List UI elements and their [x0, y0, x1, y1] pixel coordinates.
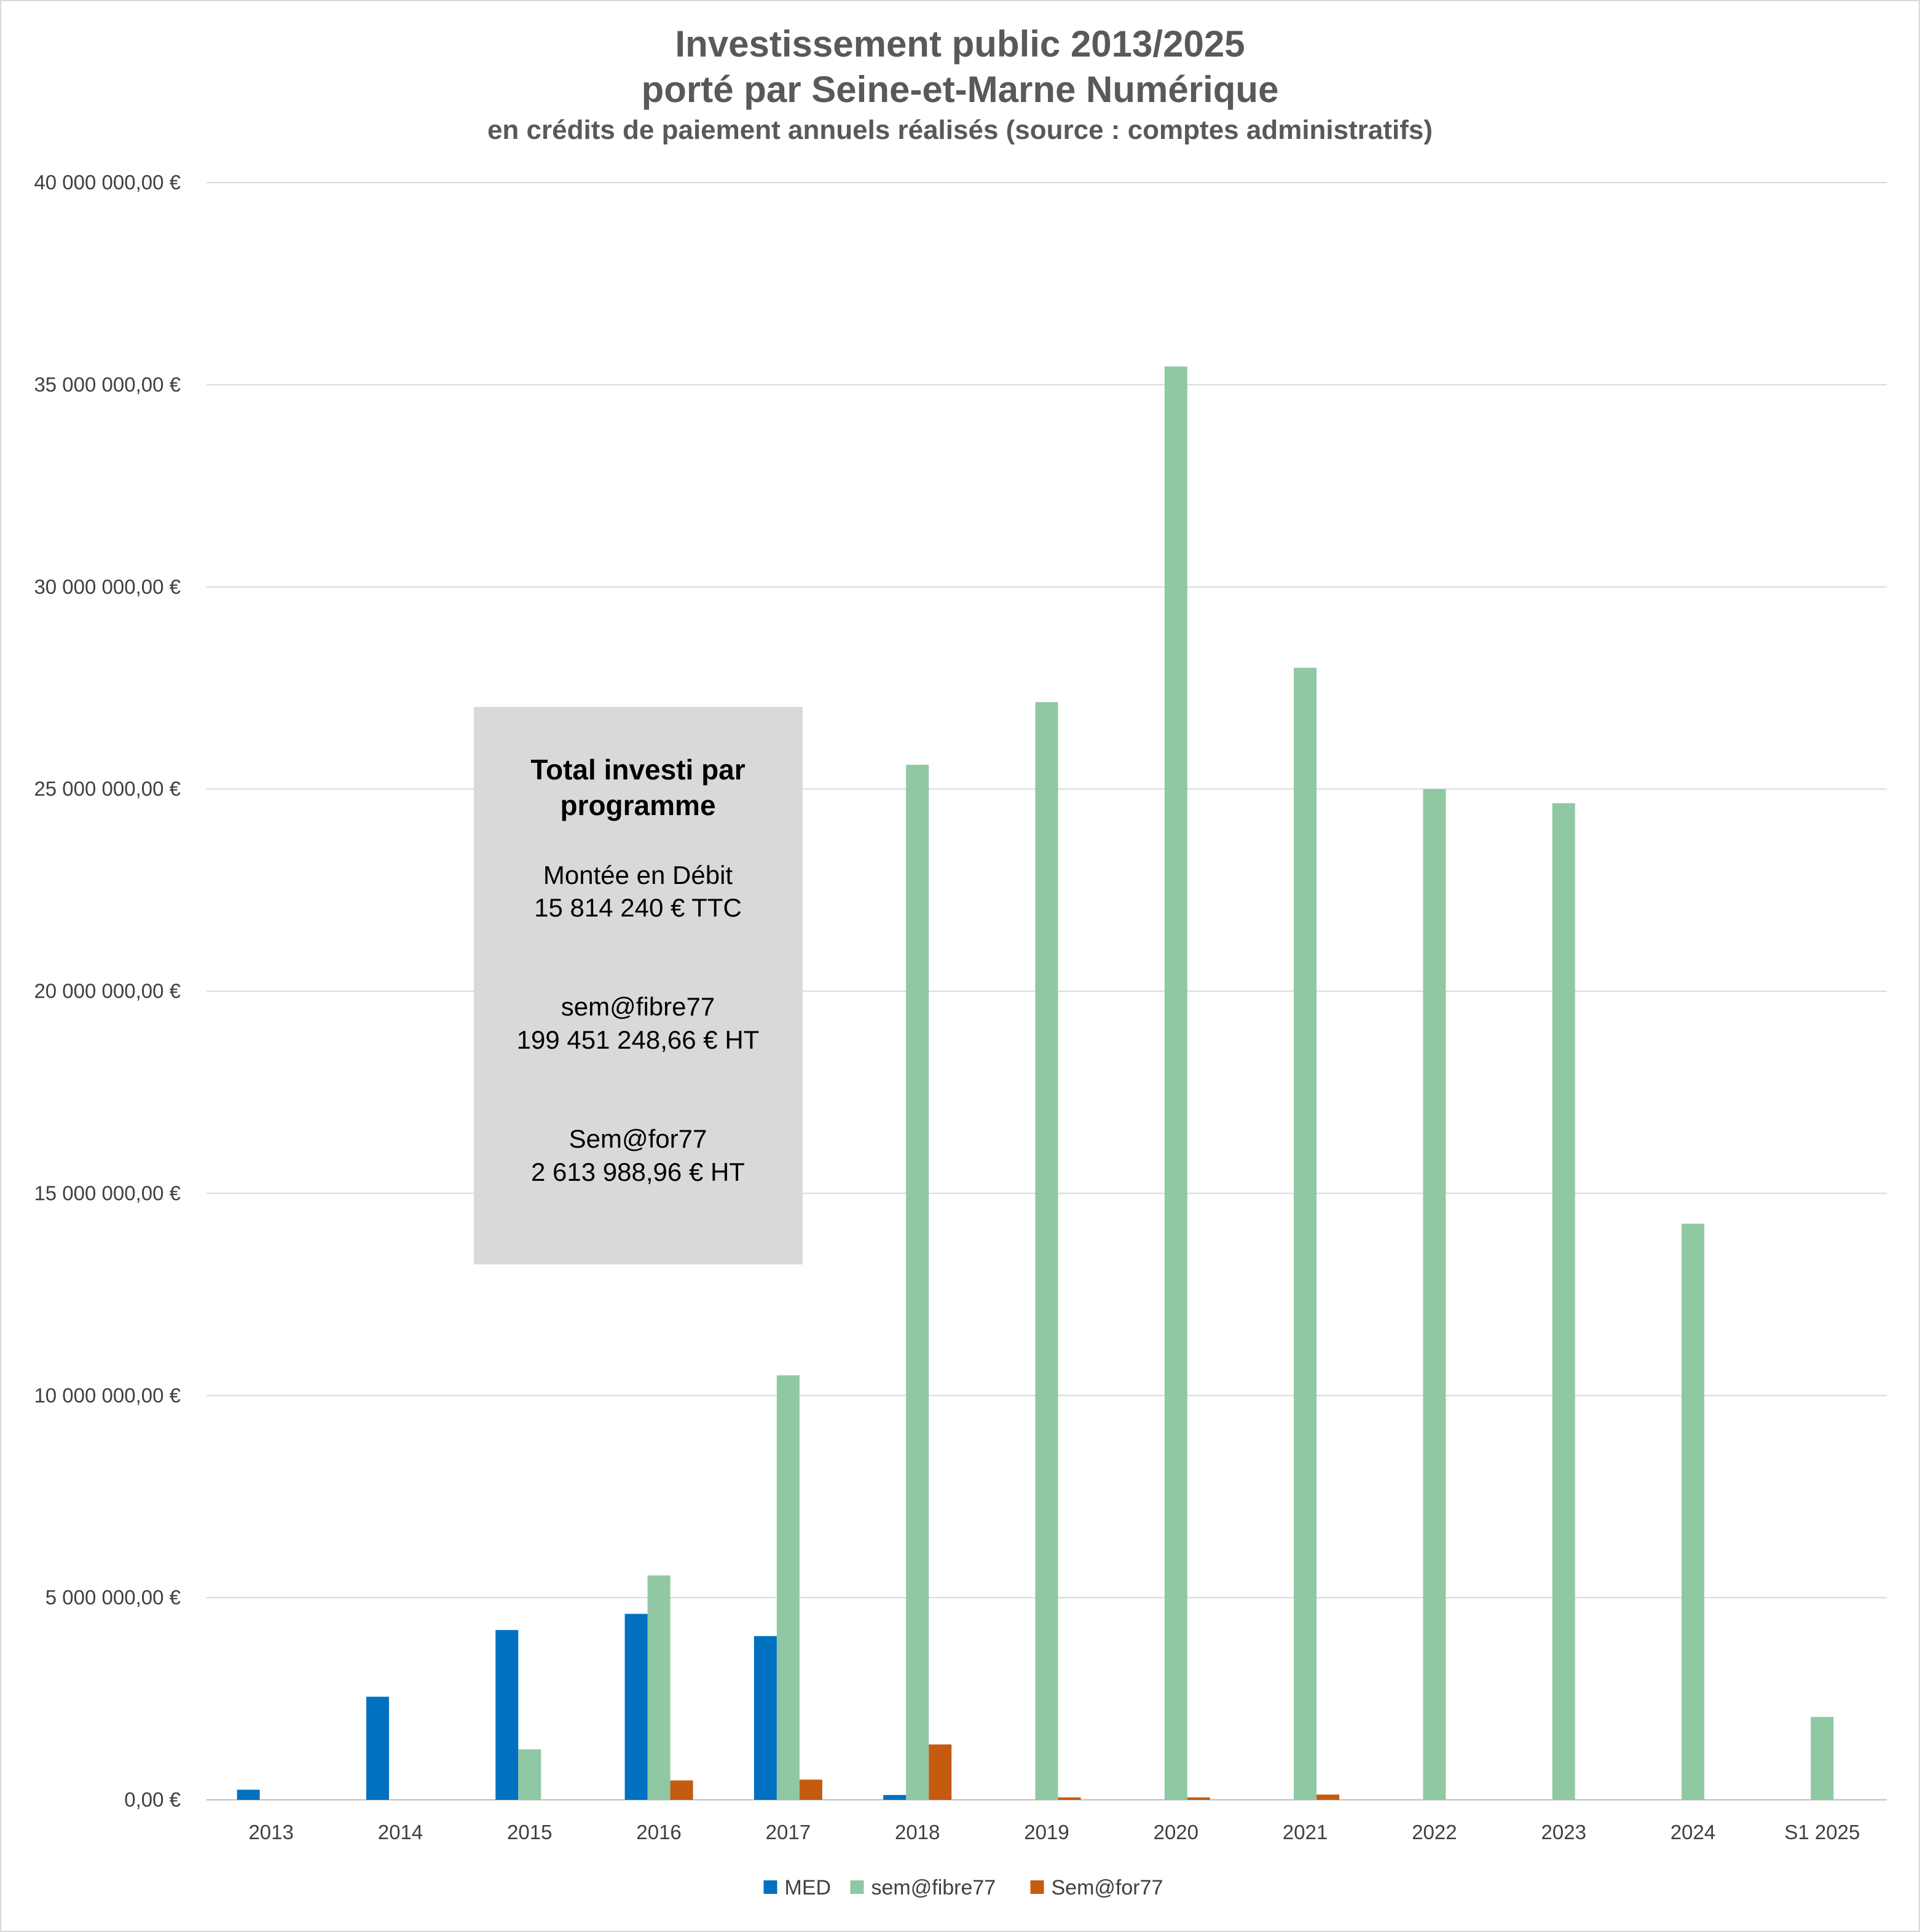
x-tick-label: 2015 [507, 1821, 552, 1843]
bar-sem-fibre77-2017 [776, 1375, 800, 1800]
chart-title-line2: porté par Seine-et-Marne Numérique [642, 69, 1279, 110]
y-tick-label: 15 000 000,00 € [34, 1181, 181, 1204]
x-tick-label: S1 2025 [1784, 1821, 1860, 1843]
bar-med-2014 [366, 1697, 389, 1800]
chart-title-line1: Investissement public 2013/2025 [675, 23, 1245, 65]
bar-sem-for77-2021 [1316, 1794, 1340, 1800]
bar-sem-fibre77-2018 [906, 765, 929, 1800]
chart-titles: Investissement public 2013/2025 porté pa… [487, 23, 1433, 145]
legend-label: Sem@for77 [1052, 1876, 1163, 1899]
x-tick-label: 2018 [895, 1821, 940, 1843]
bar-sem-for77-2018 [929, 1744, 952, 1800]
x-tick-label: 2017 [766, 1821, 811, 1843]
x-axis-labels: 2013 2014 2015 2016 2017 2018 2019 2020 2021 2022… [248, 1821, 1860, 1843]
annotation-heading-line2: programme [560, 789, 715, 821]
annotation-background [474, 707, 803, 1264]
bar-sem-fibre77-2022 [1423, 789, 1446, 1800]
y-tick-label: 35 000 000,00 € [34, 373, 181, 396]
bar-sem-fibre77-2023 [1552, 803, 1575, 1800]
bar-med-2013 [237, 1789, 260, 1800]
bar-sem-fibre77-2024 [1682, 1223, 1705, 1800]
bar-sem-fibre77-2020 [1164, 366, 1187, 1800]
x-tick-label: 2016 [636, 1821, 681, 1843]
y-tick-label: 20 000 000,00 € [34, 980, 181, 1003]
bar-med-2015 [495, 1630, 519, 1800]
bar-med-2018 [883, 1795, 907, 1800]
x-tick-label: 2013 [248, 1821, 293, 1843]
legend-label: sem@fibre77 [871, 1876, 996, 1899]
legend-swatch [850, 1880, 864, 1894]
x-tick-label: 2019 [1024, 1821, 1069, 1843]
total-invested-box: Total investi par programme Montée en Dé… [474, 707, 803, 1264]
annotation-med-total: 15 814 240 € TTC [534, 893, 742, 922]
bar-sem-for77-2020 [1187, 1797, 1210, 1800]
bar-sem-fibre77-s1-2025 [1811, 1717, 1834, 1800]
x-tick-label: 2024 [1670, 1821, 1715, 1843]
bar-sem-fibre77-2021 [1294, 668, 1317, 1800]
legend-entry: Sem@for77 [1030, 1876, 1163, 1899]
x-tick-label: 2023 [1541, 1821, 1586, 1843]
bar-sem-fibre77-2016 [647, 1575, 671, 1800]
y-tick-label: 5 000 000,00 € [45, 1586, 181, 1609]
annotation-fibre-name: sem@fibre77 [561, 992, 715, 1021]
y-tick-label: 0,00 € [124, 1788, 181, 1811]
bar-sem-fibre77-2015 [518, 1749, 541, 1800]
bar-med-2016 [624, 1614, 648, 1800]
bars [237, 366, 1834, 1800]
annotation-for-total: 2 613 988,96 € HT [531, 1157, 745, 1186]
legend-entry: sem@fibre77 [850, 1876, 996, 1899]
annotation-heading-line1: Total investi par [530, 754, 745, 786]
x-tick-label: 2014 [378, 1821, 423, 1843]
bar-sem-fibre77-2019 [1035, 702, 1058, 1800]
legend-swatch [763, 1880, 777, 1894]
y-axis-labels: 0,00 € 5 000 000,00 € 10 000 000,00 € 15 00… [34, 171, 181, 1811]
bar-sem-for77-2017 [799, 1780, 822, 1800]
bar-med-2017 [753, 1636, 777, 1800]
x-tick-label: 2022 [1412, 1821, 1457, 1843]
legend-swatch [1030, 1880, 1044, 1894]
y-tick-label: 30 000 000,00 € [34, 575, 181, 598]
bar-sem-for77-2016 [670, 1780, 693, 1800]
legend-label: MED [785, 1876, 832, 1899]
x-tick-label: 2020 [1154, 1821, 1198, 1843]
y-tick-label: 10 000 000,00 € [34, 1384, 181, 1406]
annotation-fibre-total: 199 451 248,66 € HT [517, 1025, 760, 1054]
y-tick-label: 25 000 000,00 € [34, 778, 181, 800]
x-tick-label: 2021 [1283, 1821, 1328, 1843]
annotation-med-name: Montée en Débit [543, 861, 733, 889]
legend: MED sem@fibre77 Sem@for77 [763, 1876, 1163, 1899]
bar-sem-for77-2019 [1058, 1797, 1081, 1800]
y-tick-label: 40 000 000,00 € [34, 171, 181, 194]
legend-entry: MED [763, 1876, 832, 1899]
chart-subtitle: en crédits de paiement annuels réalisés … [487, 115, 1433, 145]
annotation-for-name: Sem@for77 [569, 1124, 707, 1153]
